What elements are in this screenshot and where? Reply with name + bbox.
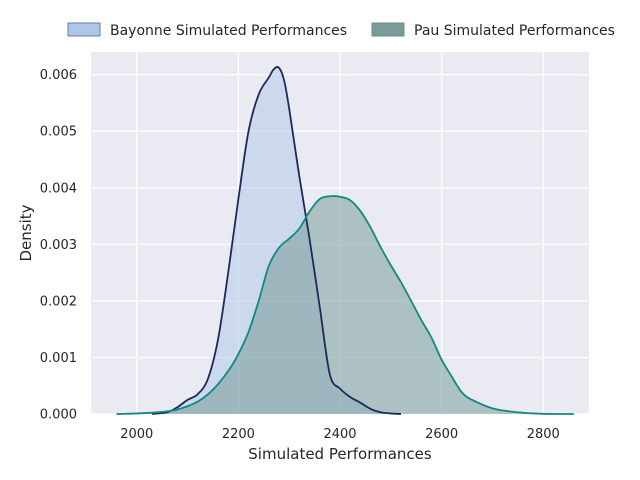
legend-label-pau: Pau Simulated Performances (414, 23, 615, 39)
density-area-series-0 (151, 66, 401, 415)
x-tick-label: 2000 (120, 427, 153, 442)
legend-label-bayonne: Bayonne Simulated Performances (110, 23, 347, 39)
y-tick-label: 0.002 (40, 294, 77, 309)
y-axis-ticks: 0.000 0.001 0.002 0.003 0.004 0.005 0.006 (40, 68, 77, 422)
x-tick-label: 2200 (222, 427, 255, 442)
x-tick-label: 2400 (323, 427, 356, 442)
x-tick-label: 2600 (425, 427, 458, 442)
y-axis-label: Density (17, 204, 35, 261)
x-tick-label: 2800 (527, 427, 560, 442)
density-lines (116, 66, 574, 415)
y-tick-label: 0.000 (40, 408, 77, 423)
legend: Bayonne Simulated Performances Pau Simul… (67, 22, 615, 39)
x-axis-ticks: 2000 2200 2400 2600 2800 (120, 427, 560, 442)
density-line-series-1 (116, 195, 574, 415)
y-tick-label: 0.005 (40, 125, 77, 140)
density-areas (116, 66, 574, 415)
density-line-series-0 (151, 66, 402, 415)
y-tick-label: 0.004 (40, 181, 77, 196)
density-area-series-1 (116, 196, 574, 414)
x-axis-label: Simulated Performances (248, 445, 432, 463)
legend-swatch-pau (371, 22, 405, 37)
y-tick-label: 0.001 (40, 351, 77, 366)
y-tick-label: 0.006 (40, 68, 77, 83)
y-tick-label: 0.003 (40, 238, 77, 253)
legend-swatch-bayonne (67, 22, 101, 37)
